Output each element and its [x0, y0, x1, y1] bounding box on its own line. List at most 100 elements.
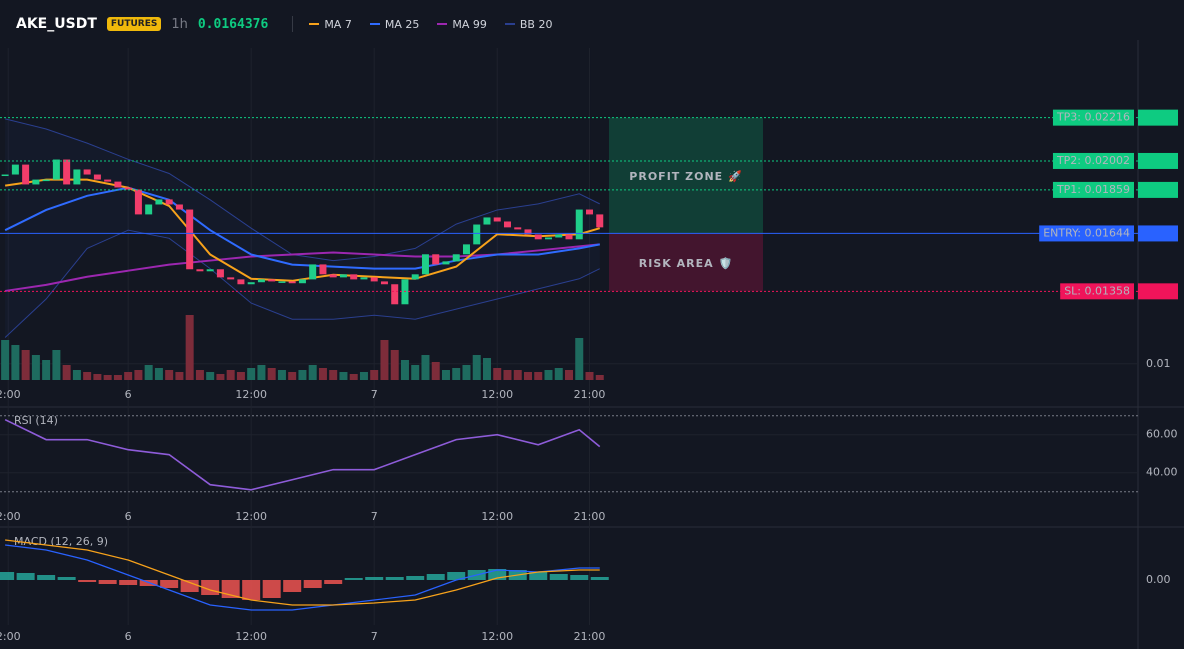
price: 0.0164376 [197, 16, 269, 32]
candle-body [124, 187, 132, 190]
volume-bar [236, 372, 245, 380]
x-tick-label: 6 [125, 510, 132, 523]
legend-item[interactable]: MA 99 [437, 18, 487, 31]
axis-badge [1138, 225, 1178, 242]
macd-histogram [78, 580, 97, 582]
candle-body [196, 269, 204, 272]
candle-body [237, 279, 245, 285]
volume-bar [493, 368, 502, 380]
volume-bar [503, 370, 512, 380]
volume-bar [441, 370, 450, 380]
macd-histogram [344, 578, 363, 580]
macd-histogram [590, 577, 609, 580]
candle-body [596, 214, 604, 228]
volume-bar [134, 370, 143, 380]
volume-bar [31, 355, 40, 380]
volume-bar [554, 368, 563, 380]
risk-zone [609, 233, 763, 292]
legend-item[interactable]: MA 25 [369, 17, 420, 31]
candle-body [503, 221, 511, 228]
volume-bar [216, 374, 225, 380]
candle-body [350, 274, 358, 280]
candle-body [339, 274, 347, 278]
volume-bar [62, 365, 71, 380]
volume-bar [21, 350, 30, 380]
axis-badge [1138, 109, 1178, 126]
candle-body [493, 217, 501, 222]
candle-body [93, 174, 101, 180]
candle-body [206, 269, 214, 272]
candle-body [452, 254, 460, 262]
volume-bar [93, 374, 102, 380]
candle-body [155, 199, 163, 205]
macd-histogram [262, 580, 281, 598]
bollinger-lower [4, 229, 600, 338]
x-tick-label: 21:00 [574, 388, 606, 401]
volume-bar [411, 365, 420, 380]
candle-body [73, 169, 81, 185]
volume-bar [544, 370, 553, 380]
candle-body [104, 179, 112, 182]
x-tick-label: 2:00 [0, 630, 21, 643]
macd-histogram [365, 577, 384, 580]
volume-bar [575, 338, 584, 380]
legend-item[interactable]: BB 20 [504, 18, 552, 31]
macd-histogram [529, 572, 548, 580]
axis-badge [1138, 181, 1178, 198]
badge: FUTURES [106, 17, 162, 31]
candle-body [216, 269, 224, 278]
x-tick-label: 21:00 [574, 510, 606, 523]
volume-bar [11, 345, 20, 380]
x-tick-label: 12:00 [481, 510, 513, 523]
separator [292, 16, 294, 32]
volume-bar [113, 375, 122, 380]
volume-bar [482, 358, 491, 380]
volume-bar [144, 365, 153, 380]
candle-body [268, 279, 276, 282]
rsi-line [4, 418, 601, 491]
candle-body [391, 284, 399, 305]
x-tick-label: 12:00 [235, 388, 267, 401]
candle-body [298, 279, 306, 284]
macd-histogram [0, 572, 15, 580]
candle-body [278, 281, 286, 283]
x-tick-label: 12:00 [481, 630, 513, 643]
candle-body [524, 229, 532, 235]
macd-histogram [242, 580, 261, 600]
volume-bar [359, 372, 368, 380]
legend-swatch [369, 23, 380, 25]
y-tick-label: 0.00 [1146, 573, 1171, 586]
candle-body [462, 244, 470, 255]
zone-label: PROFIT ZONE 🚀 [629, 170, 742, 183]
timeframe[interactable]: 1h [171, 16, 188, 32]
x-tick-label: 7 [371, 510, 378, 523]
level-badge [1052, 109, 1134, 126]
legend-swatch [437, 23, 448, 25]
x-tick-label: 7 [371, 630, 378, 643]
volume-bar [154, 368, 163, 380]
candle-body [309, 264, 317, 280]
volume-bar [247, 368, 256, 380]
volume-bar [103, 375, 112, 380]
volume-bar [329, 370, 338, 380]
legend-item[interactable]: MA 7 [309, 18, 352, 31]
volume-bar [277, 370, 286, 380]
level-badge [1052, 181, 1134, 198]
symbol[interactable]: AKE_USDT [16, 16, 97, 32]
macd-histogram [447, 572, 466, 580]
volume-bar [595, 375, 604, 380]
profit-zone [609, 117, 763, 234]
volume-bar [421, 355, 430, 380]
signal-line [5, 539, 600, 606]
volume-bar [339, 372, 348, 380]
macd-histogram [180, 580, 199, 592]
macd-histogram [426, 574, 445, 580]
volume-bar [523, 372, 532, 380]
legend-label: MA 99 [452, 17, 487, 31]
header: AKE_USDT FUTURES 1h 0.0164376 MA 7 MA 25 M… [0, 0, 1184, 48]
candle-body [534, 234, 542, 240]
candle-body [432, 254, 440, 265]
legend-label: MA 25 [384, 17, 420, 31]
axis-badge [1138, 283, 1178, 300]
